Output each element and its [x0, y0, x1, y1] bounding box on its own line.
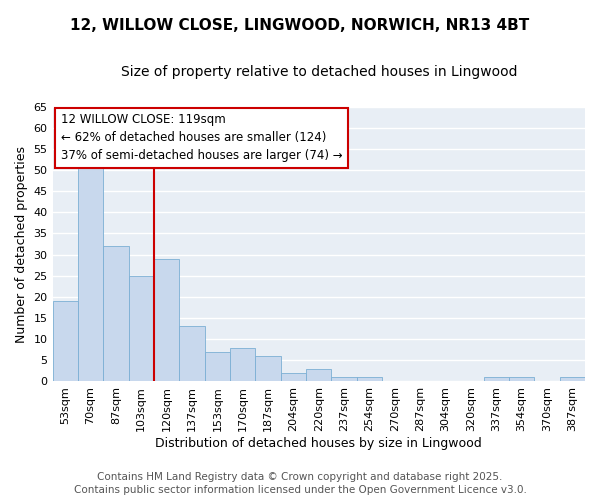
Bar: [179, 326, 205, 382]
Bar: [103, 246, 128, 382]
Bar: [205, 352, 230, 382]
Bar: [256, 356, 281, 382]
Bar: [484, 377, 509, 382]
Bar: [128, 276, 154, 382]
Bar: [154, 259, 179, 382]
Y-axis label: Number of detached properties: Number of detached properties: [15, 146, 28, 342]
Text: 12, WILLOW CLOSE, LINGWOOD, NORWICH, NR13 4BT: 12, WILLOW CLOSE, LINGWOOD, NORWICH, NR1…: [70, 18, 530, 32]
Bar: [357, 377, 382, 382]
Bar: [560, 377, 585, 382]
Text: Contains HM Land Registry data © Crown copyright and database right 2025.
Contai: Contains HM Land Registry data © Crown c…: [74, 472, 526, 495]
Bar: [509, 377, 534, 382]
Bar: [331, 377, 357, 382]
Bar: [281, 373, 306, 382]
Bar: [306, 369, 331, 382]
Bar: [78, 166, 103, 382]
Bar: [53, 301, 78, 382]
Bar: [230, 348, 256, 382]
Text: 12 WILLOW CLOSE: 119sqm
← 62% of detached houses are smaller (124)
37% of semi-d: 12 WILLOW CLOSE: 119sqm ← 62% of detache…: [61, 114, 342, 162]
X-axis label: Distribution of detached houses by size in Lingwood: Distribution of detached houses by size …: [155, 437, 482, 450]
Title: Size of property relative to detached houses in Lingwood: Size of property relative to detached ho…: [121, 65, 517, 79]
